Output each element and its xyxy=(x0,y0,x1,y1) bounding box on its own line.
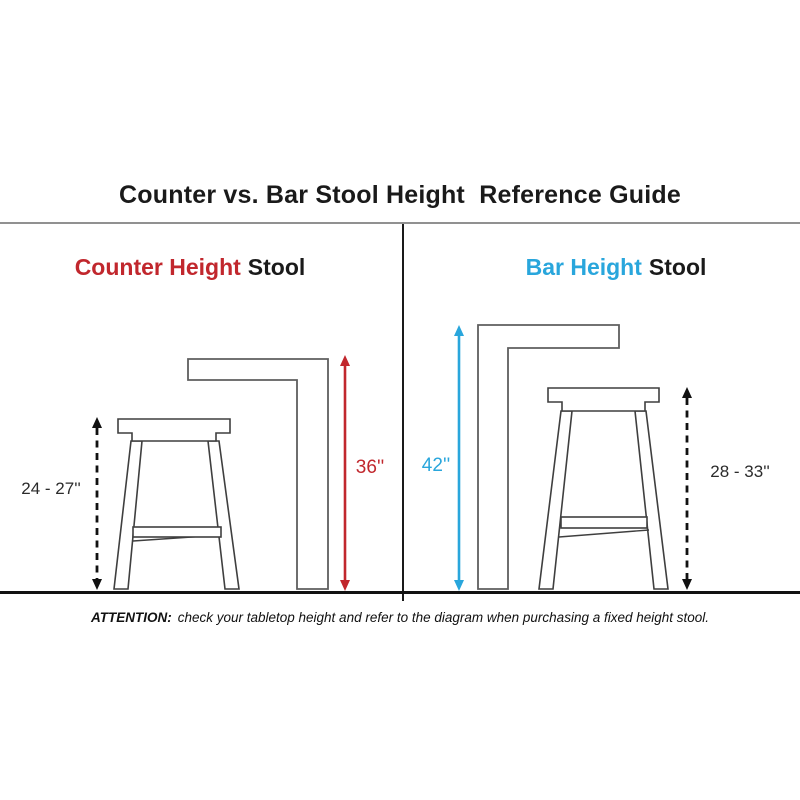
counter-stool-height-arrow xyxy=(92,417,102,590)
bar-height-arrow xyxy=(454,325,464,591)
stool-leg xyxy=(538,410,573,590)
bar-section-heading: Bar Height Stool xyxy=(418,252,800,282)
floor-line xyxy=(0,591,800,594)
counter-stool-figure xyxy=(113,418,240,590)
counter-heading-rest: Stool xyxy=(247,253,306,280)
counter-height-arrow xyxy=(340,355,350,591)
stool-rail-line xyxy=(558,529,650,538)
header-divider-line xyxy=(0,222,800,224)
counter-height-label: 36'' xyxy=(355,457,385,478)
bar-stool-height-label: 28 - 33'' xyxy=(710,462,770,481)
stool-leg xyxy=(207,440,240,590)
counter-section-heading: Counter Height Stool xyxy=(0,252,380,282)
stool-footrest xyxy=(560,516,648,529)
section-divider-line xyxy=(402,224,404,601)
bar-height-label: 42'' xyxy=(421,455,451,476)
bar-heading-rest: Stool xyxy=(648,253,707,280)
attention-text: check your tabletop height and refer to … xyxy=(177,610,710,625)
counter-stool-height-label: 24 - 27'' xyxy=(21,479,81,498)
stool-footrest xyxy=(132,526,222,538)
stool-seat xyxy=(547,387,660,412)
attention-label: ATTENTION: xyxy=(90,610,172,625)
bar-surface-figure xyxy=(477,324,620,590)
counter-heading-accent: Counter Height xyxy=(74,253,241,280)
bar-stool-height-arrow xyxy=(682,387,692,590)
bar-heading-accent: Bar Height xyxy=(525,253,642,280)
page-title: Counter vs. Bar Stool Height Reference G… xyxy=(119,181,681,209)
stool-leg xyxy=(113,440,143,590)
bar-stool-figure xyxy=(538,387,669,590)
counter-surface-figure xyxy=(187,358,329,590)
stool-seat xyxy=(117,418,231,442)
stool-leg xyxy=(634,410,669,590)
attention-note: ATTENTION: check your tabletop height and… xyxy=(0,610,800,625)
